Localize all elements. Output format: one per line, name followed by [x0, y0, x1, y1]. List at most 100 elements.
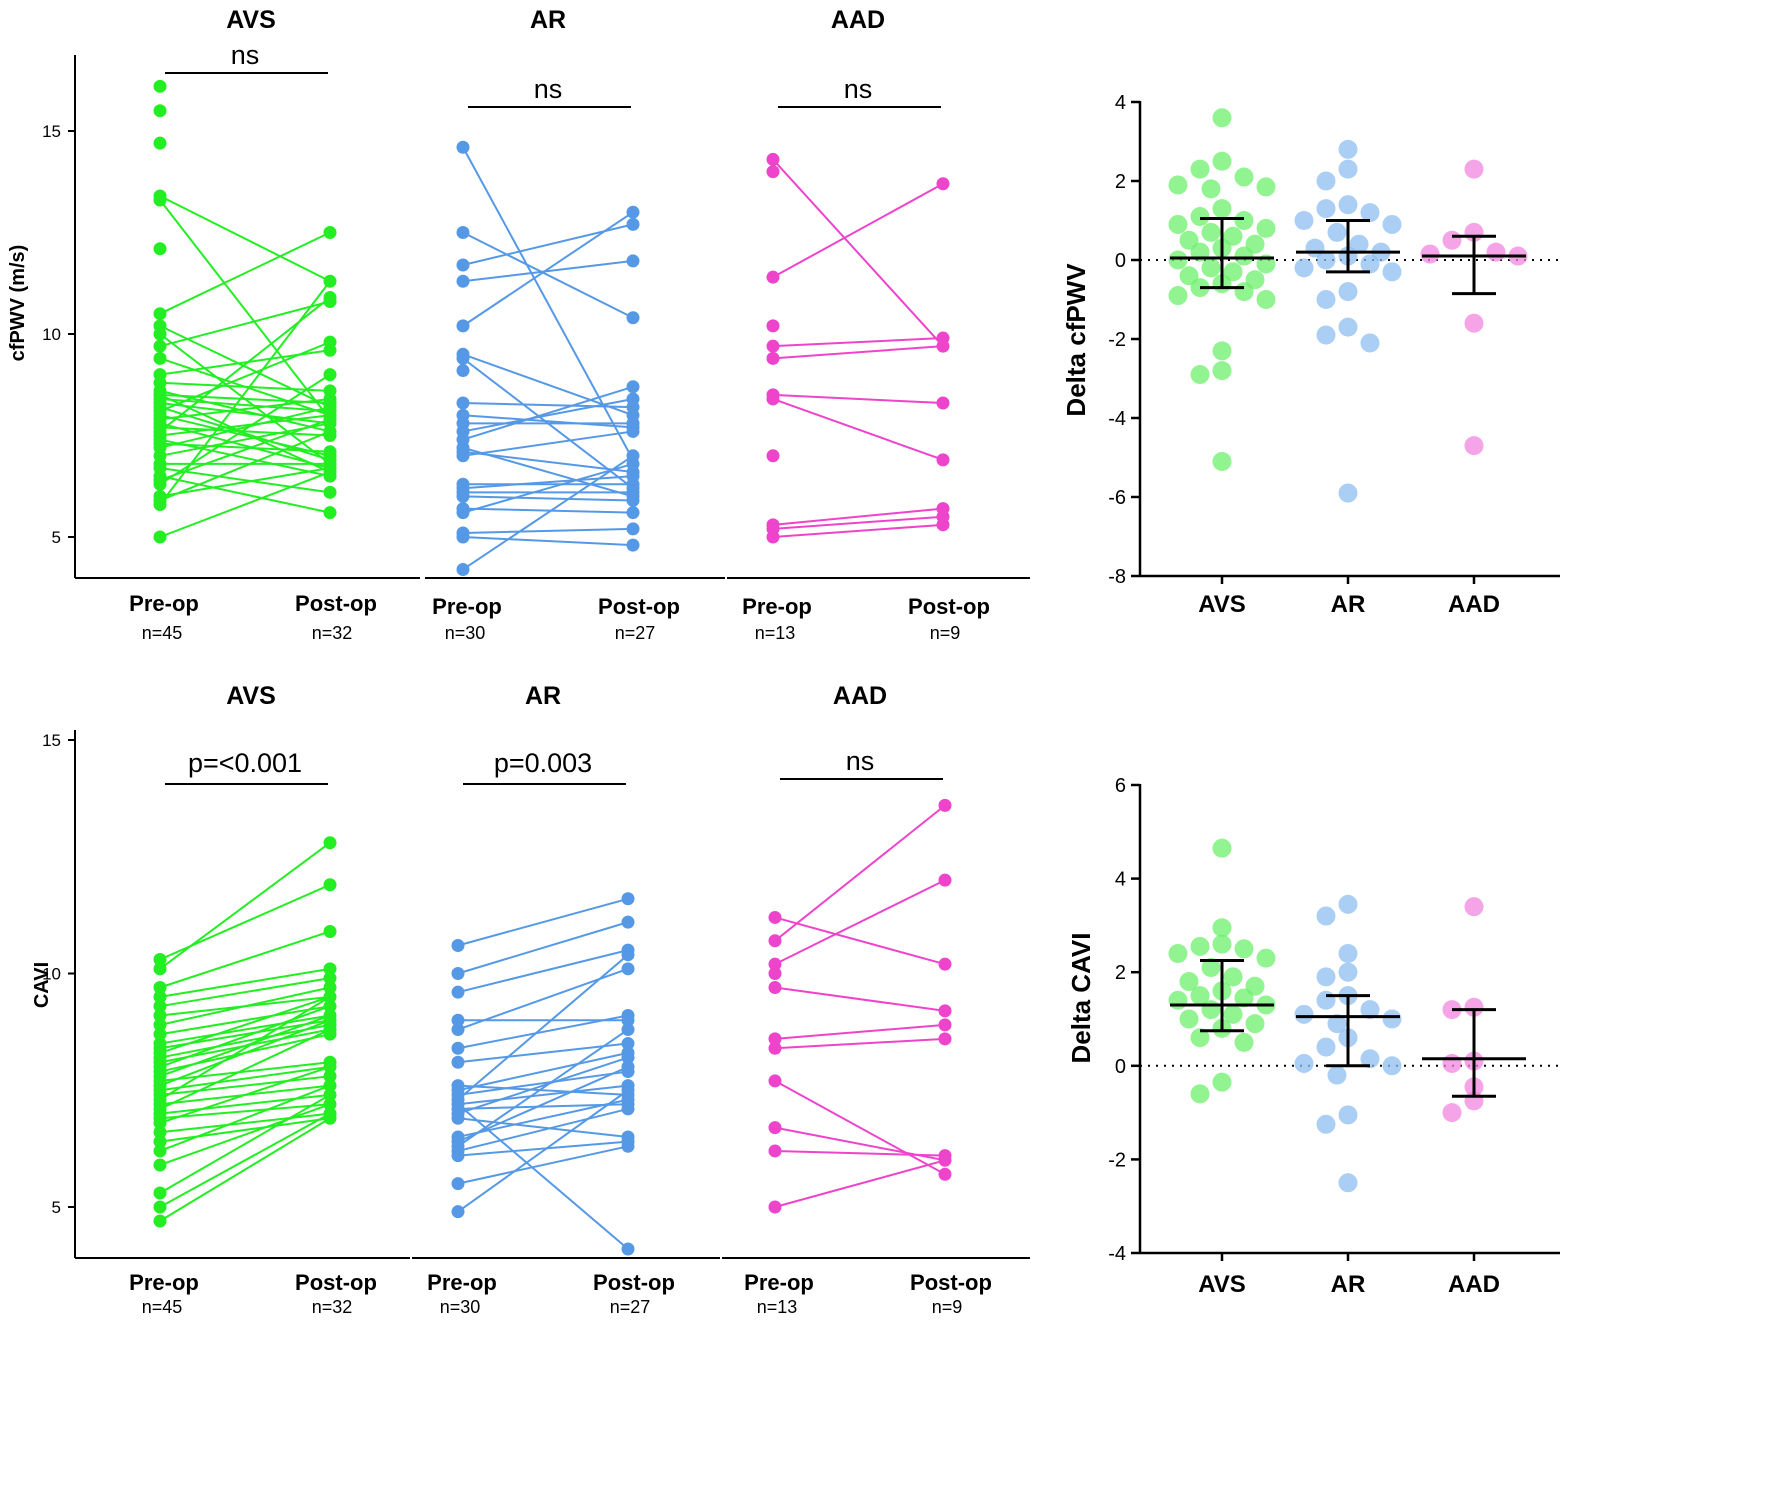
- post-op-point: [621, 1242, 635, 1256]
- pair-line: [159, 341, 331, 413]
- delta-point: [1442, 230, 1462, 250]
- pair-line: [159, 199, 331, 420]
- pre-op-point: [153, 307, 167, 321]
- pre-op-point: [768, 934, 782, 948]
- pair-line: [462, 450, 634, 474]
- significance-label: ns: [534, 74, 563, 104]
- pair-line: [159, 1014, 331, 1045]
- delta-point: [1234, 282, 1254, 302]
- delta-point: [1168, 214, 1188, 234]
- pair-line: [462, 211, 634, 327]
- pair-line: [462, 454, 634, 571]
- post-op-point: [936, 453, 950, 467]
- delta-point: [1338, 962, 1358, 982]
- pair-line: [159, 414, 331, 457]
- delta-cavi-chart: Delta CAVI -4 -2 0 2 4 6 AVS AR AAD: [1066, 775, 1560, 1298]
- delta-point: [1190, 986, 1210, 1006]
- post-op-point: [323, 999, 337, 1013]
- delta-cfpwv-chart: Delta cfPWV -8 -6 -4 -2 0 2 4 AVS AR AAD: [1061, 92, 1560, 618]
- pre-op-point: [456, 274, 470, 288]
- pair-line: [159, 995, 331, 1101]
- delta-point: [1338, 139, 1358, 159]
- pre-op-point: [153, 1186, 167, 1200]
- pair-line: [159, 389, 331, 433]
- pre-op-point: [153, 962, 167, 976]
- pair-line: [159, 1103, 331, 1120]
- pre-op-point: [153, 104, 167, 118]
- post-op-point: [323, 878, 337, 892]
- post-op-point: [936, 339, 950, 353]
- panel-avs: AVS p=<0.001 Pre-op Post-op n=45 n=32: [75, 682, 410, 1317]
- x-label-pre-op: Pre-op: [129, 1270, 199, 1295]
- post-op-point: [621, 915, 635, 929]
- pair-line: [772, 515, 944, 530]
- post-op-point: [323, 924, 337, 938]
- pair-line: [159, 471, 331, 538]
- delta-point: [1316, 199, 1336, 219]
- y-tick-label: 0: [1115, 250, 1126, 272]
- delta-point: [1234, 988, 1254, 1008]
- delta-point: [1179, 1009, 1199, 1029]
- post-op-point: [323, 1088, 337, 1102]
- y-tick-label: 4: [1115, 92, 1126, 114]
- post-op-point: [621, 1023, 635, 1037]
- pre-op-point: [451, 1041, 465, 1055]
- pair-line: [159, 195, 331, 283]
- y-axis-label: Delta CAVI: [1066, 933, 1096, 1064]
- pair-line: [772, 393, 944, 405]
- pair-line: [772, 345, 944, 360]
- pair-line: [457, 1051, 629, 1092]
- post-op-point: [938, 873, 952, 887]
- pair-line: [772, 158, 944, 347]
- pair-line: [772, 507, 944, 526]
- pair-line: [774, 1080, 946, 1176]
- pre-op-point: [153, 339, 167, 353]
- post-op-point: [323, 485, 337, 499]
- pair-line: [159, 1075, 331, 1096]
- pair-line: [159, 397, 331, 413]
- y-axis-label: CAVI: [31, 962, 53, 1008]
- delta-point: [1316, 325, 1336, 345]
- delta-point: [1234, 211, 1254, 230]
- pair-line: [159, 442, 331, 453]
- post-op-point: [626, 254, 640, 268]
- pair-line: [457, 921, 629, 975]
- pre-op-point: [766, 392, 780, 406]
- pair-line: [159, 1112, 331, 1208]
- x-label-pre-op: Pre-op: [744, 1270, 814, 1295]
- post-op-point: [626, 522, 640, 536]
- pair-line: [462, 402, 634, 409]
- pre-op-point: [456, 258, 470, 272]
- panel-title: AAD: [831, 6, 885, 34]
- pair-line: [159, 841, 331, 970]
- post-op-point: [621, 892, 635, 906]
- n-label-post-op: n=27: [610, 1297, 651, 1317]
- y-tick-label: 15: [42, 731, 61, 750]
- post-op-point: [938, 1018, 952, 1032]
- delta-point: [1212, 838, 1232, 858]
- pair-line: [462, 495, 634, 502]
- pair-line: [774, 986, 946, 1012]
- post-op-point: [621, 1102, 635, 1116]
- pre-op-point: [153, 136, 167, 150]
- post-op-point: [323, 1069, 337, 1083]
- pair-line: [457, 1117, 629, 1138]
- pre-op-point: [766, 449, 780, 463]
- pair-line: [457, 954, 629, 1101]
- pre-op-point: [456, 449, 470, 463]
- group-avs: AVS: [1168, 838, 1276, 1298]
- post-op-point: [323, 295, 337, 309]
- panel-title: AAD: [833, 682, 887, 710]
- pair-line: [462, 231, 634, 319]
- group-ar: AR: [1294, 894, 1402, 1298]
- pre-op-point: [456, 319, 470, 333]
- delta-point: [1190, 365, 1210, 385]
- y-tick-label: 5: [52, 528, 61, 547]
- pair-line: [457, 1014, 629, 1050]
- pair-line: [462, 414, 634, 429]
- panel-ar: AR ns Pre-op Post-op n=30 n=27: [425, 6, 725, 643]
- pre-op-point: [768, 957, 782, 971]
- pre-op-point: [768, 967, 782, 980]
- x-label-post-op: Post-op: [295, 591, 377, 616]
- pair-line: [159, 1103, 331, 1166]
